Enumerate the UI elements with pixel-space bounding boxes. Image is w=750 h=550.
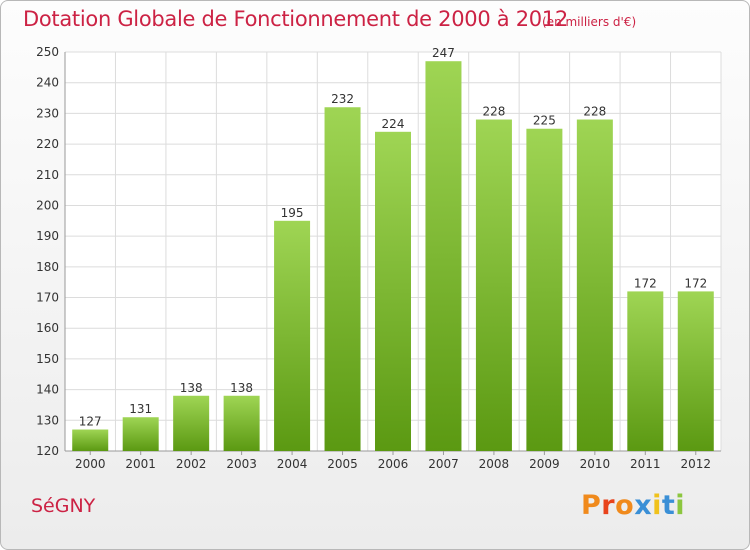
x-tick-label: 2007 xyxy=(428,457,459,471)
bar-2010 xyxy=(576,119,613,452)
x-tick-label: 2000 xyxy=(75,457,106,471)
proxiti-logo[interactable]: Proxiti xyxy=(581,490,685,521)
y-tick-label: 250 xyxy=(36,45,59,59)
bar-2009 xyxy=(526,128,563,451)
data-label: 172 xyxy=(684,276,707,290)
x-tick-label: 2009 xyxy=(529,457,560,471)
y-tick-label: 200 xyxy=(36,198,59,212)
bar-2012 xyxy=(677,291,714,451)
bar-2011 xyxy=(627,291,664,451)
x-tick-label: 2006 xyxy=(378,457,409,471)
x-tick-label: 2005 xyxy=(327,457,358,471)
bar-2007 xyxy=(425,61,462,451)
y-tick-label: 170 xyxy=(36,291,59,305)
x-tick-label: 2012 xyxy=(680,457,711,471)
data-label: 195 xyxy=(281,206,304,220)
data-label: 138 xyxy=(180,381,203,395)
bar-2006 xyxy=(375,131,411,452)
logo-letter: i xyxy=(675,490,686,521)
logo-letter: t xyxy=(661,490,676,521)
bar-2002 xyxy=(173,395,210,451)
x-tick-label: 2002 xyxy=(176,457,207,471)
x-tick-label: 2008 xyxy=(479,457,510,471)
y-tick-label: 160 xyxy=(36,321,59,335)
bar-2001 xyxy=(122,417,159,451)
x-tick-label: 2011 xyxy=(630,457,661,471)
y-tick-label: 130 xyxy=(36,413,59,427)
x-tick-label: 2010 xyxy=(580,457,611,471)
bar-2008 xyxy=(475,119,512,452)
data-label: 131 xyxy=(129,402,152,416)
chart-title: Dotation Globale de Fonctionnement de 20… xyxy=(23,7,568,31)
commune-name: SéGNY xyxy=(31,495,96,517)
logo-letter: r xyxy=(601,490,616,521)
data-label: 228 xyxy=(583,105,606,119)
data-label: 224 xyxy=(382,117,405,131)
label-layer: 127 131 138 138 195 232 224 247 228 225 228 172 172 xyxy=(79,46,707,428)
logo-letter: i xyxy=(652,490,662,521)
bar-2005 xyxy=(324,107,361,451)
data-label: 232 xyxy=(331,92,354,106)
y-tick-label: 120 xyxy=(36,444,59,458)
data-label: 127 xyxy=(79,415,102,429)
x-tick-label: 2004 xyxy=(277,457,308,471)
bar-2003 xyxy=(223,395,260,451)
bar-layer xyxy=(72,61,714,452)
y-tick-label: 230 xyxy=(36,106,59,120)
y-tick-label: 190 xyxy=(36,229,59,243)
bar-2000 xyxy=(72,429,109,451)
y-tick-label: 180 xyxy=(36,260,59,274)
data-label: 228 xyxy=(482,105,505,119)
y-tick-label: 140 xyxy=(36,383,59,397)
y-tick-label: 240 xyxy=(36,76,59,90)
x-tick-label: 2001 xyxy=(125,457,156,471)
data-label: 172 xyxy=(634,276,657,290)
logo-letter: x xyxy=(634,490,653,521)
chart-unit-note: (en milliers d'€) xyxy=(542,15,637,29)
logo-letter: o xyxy=(615,490,635,521)
bar-2004 xyxy=(274,220,311,451)
data-label: 247 xyxy=(432,46,455,60)
logo-letter: P xyxy=(581,490,602,521)
x-tick-label: 2003 xyxy=(226,457,257,471)
y-tick-label: 220 xyxy=(36,137,59,151)
y-tick-label: 210 xyxy=(36,168,59,182)
y-tick-label: 150 xyxy=(36,352,59,366)
data-label: 225 xyxy=(533,114,556,128)
data-label: 138 xyxy=(230,381,253,395)
